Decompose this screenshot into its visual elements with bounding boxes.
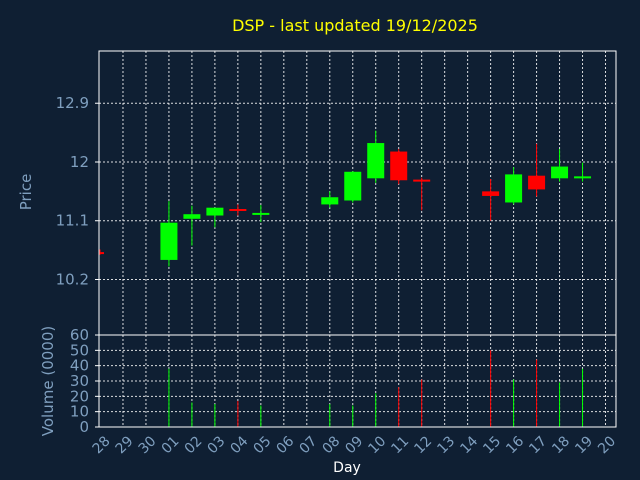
- price-tick-labels: 10.2 11.1 12 12.9: [56, 94, 89, 288]
- price-tick-label: 12: [70, 153, 89, 171]
- candle-body: [551, 166, 569, 179]
- volume-tick-label: 40: [70, 357, 89, 375]
- x-axis-label: Day: [333, 460, 361, 476]
- volume-tick-label: 30: [70, 372, 89, 390]
- x-tick-labels: 28 29 30 01 02 03 04 05 06 07 08 09 10 11 12 13 14 15 16 17…: [90, 433, 619, 457]
- candle-body: [160, 222, 178, 260]
- candles: [99, 130, 592, 267]
- volume-panel-frame: [98, 334, 617, 428]
- candle-body: [99, 252, 104, 255]
- candle-body: [206, 207, 224, 216]
- chart-title: DSP - last updated 19/12/2025: [232, 16, 478, 35]
- candle-body: [321, 197, 339, 205]
- price-tick-label: 12.9: [56, 94, 89, 112]
- price-axis-label: Price: [17, 174, 35, 211]
- candle-body: [528, 175, 546, 190]
- candle-body: [252, 212, 270, 215]
- candle-body: [390, 151, 408, 181]
- candle-body: [482, 191, 500, 196]
- candle-body: [344, 171, 362, 201]
- candle-body: [229, 208, 247, 211]
- candle-body: [367, 143, 385, 179]
- price-tick-label: 10.2: [56, 271, 89, 289]
- candle-body: [574, 176, 592, 179]
- volume-axis-label: Volume (0000): [39, 326, 57, 436]
- volume-bars: [168, 350, 584, 427]
- volume-tick-label: 20: [70, 387, 89, 405]
- volume-tick-label: 10: [70, 403, 89, 421]
- price-tick-label: 11.1: [56, 212, 89, 230]
- volume-tick-label: 50: [70, 341, 89, 359]
- candle-body: [183, 214, 201, 219]
- candle-body: [413, 179, 431, 182]
- volume-tick-label: 60: [70, 326, 89, 344]
- volume-tick-label: 0: [79, 418, 89, 436]
- candle-body: [505, 174, 523, 203]
- price-grid: [95, 51, 616, 335]
